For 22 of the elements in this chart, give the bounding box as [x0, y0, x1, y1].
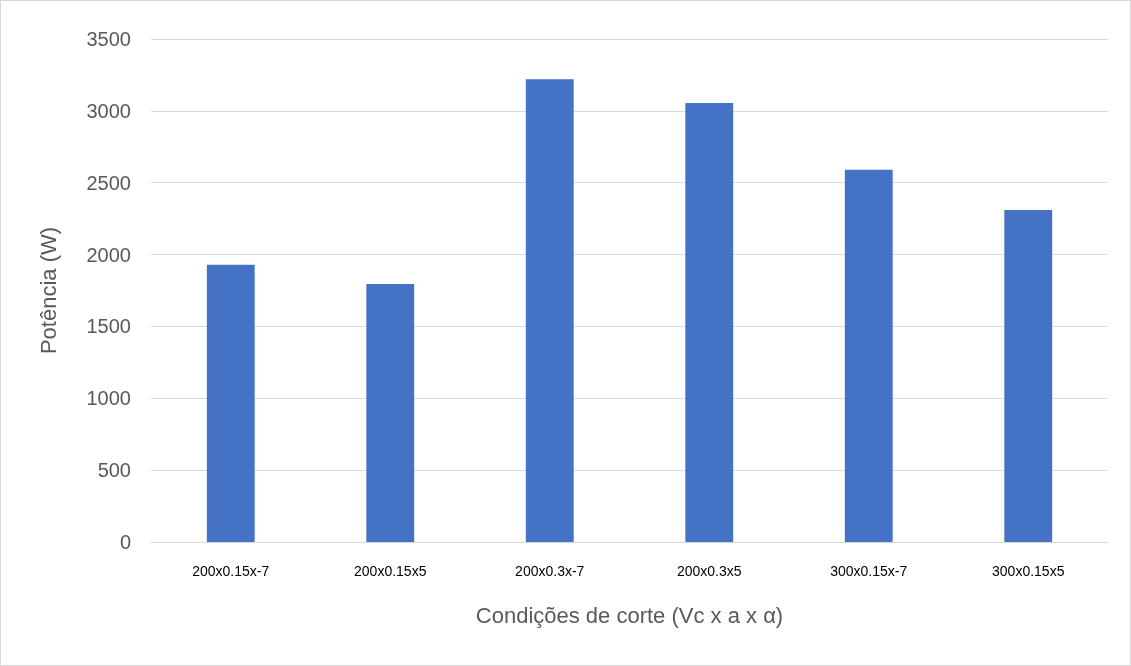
x-axis-title: Condições de corte (Vc x a x α) — [475, 602, 784, 628]
y-axis-title: Potência (W) — [35, 226, 61, 355]
x-tick-label: 200x0.15x-7 — [192, 563, 270, 579]
bar — [366, 284, 415, 542]
x-tick-label: 300x0.15x5 — [992, 563, 1065, 579]
y-tick-label: 2500 — [86, 171, 131, 194]
bar — [844, 169, 893, 542]
y-tick-label: 3000 — [86, 99, 131, 122]
y-tick-label: 500 — [97, 459, 131, 482]
y-tick-label: 2000 — [86, 243, 131, 266]
x-tick-label: 200x0.15x5 — [354, 563, 427, 579]
y-tick-label: 3500 — [86, 28, 131, 50]
y-tick-label: 1000 — [86, 387, 131, 410]
x-tick-label: 200x0.3x5 — [676, 563, 742, 579]
bar — [685, 102, 734, 542]
y-tick-label: 0 — [119, 531, 131, 553]
bar — [525, 79, 574, 542]
bar — [1004, 210, 1053, 542]
x-tick-label: 200x0.3x-7 — [515, 563, 585, 579]
x-tick-label: 300x0.15x-7 — [830, 563, 908, 579]
y-tick-label: 1500 — [86, 315, 131, 338]
bar — [206, 264, 255, 542]
